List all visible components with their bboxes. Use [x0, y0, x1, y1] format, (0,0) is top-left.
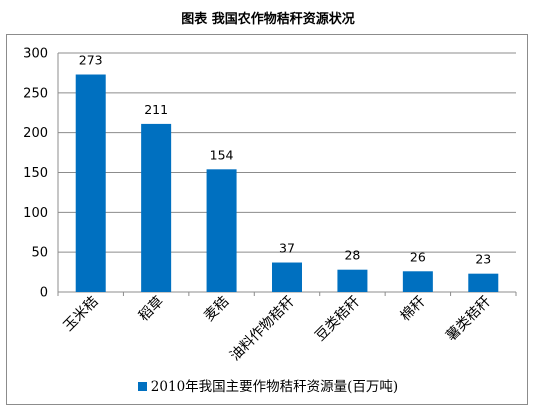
legend-label: 2010年我国主要作物秸秆资源量(百万吨) — [150, 379, 399, 395]
x-category-label: 油料作物秸秆 — [227, 294, 298, 365]
bar — [206, 169, 237, 292]
y-tick-label: 250 — [23, 86, 48, 101]
bar — [141, 123, 172, 292]
y-tick-label: 150 — [23, 166, 48, 181]
data-label: 211 — [144, 102, 168, 117]
y-tick-label: 100 — [23, 206, 48, 221]
y-tick-label: 50 — [31, 246, 48, 261]
bar — [75, 74, 106, 292]
figure-caption: 图表 我国农作物秸秆资源状况 — [181, 12, 355, 27]
x-category-label: 薯类秸秆 — [443, 294, 494, 345]
x-category-label: 麦秸 — [201, 294, 232, 325]
data-labels: 273 211 154 37 28 26 23 — [79, 53, 491, 267]
y-axis-ticks: 0 50 100 150 200 250 300 — [23, 47, 48, 301]
bar — [402, 271, 433, 292]
bar — [272, 262, 302, 292]
data-label: 26 — [410, 249, 426, 264]
y-tick-label: 0 — [40, 286, 48, 301]
bars — [75, 74, 499, 292]
data-label: 28 — [344, 248, 360, 263]
x-category-label: 豆类秸秆 — [312, 294, 363, 345]
x-category-label: 棉秆 — [397, 293, 429, 325]
legend-swatch — [137, 382, 147, 391]
x-category-label: 玉米秸 — [61, 294, 102, 335]
y-tick-label: 200 — [23, 126, 48, 141]
data-label: 37 — [279, 241, 295, 256]
y-tick-label: 300 — [23, 47, 48, 62]
data-label: 273 — [79, 53, 103, 68]
bar — [337, 269, 368, 292]
legend: 2010年我国主要作物秸秆资源量(百万吨) — [0, 375, 536, 395]
gridlines — [57, 52, 517, 296]
bar — [468, 273, 499, 292]
data-label: 154 — [210, 147, 234, 162]
data-label: 23 — [475, 252, 491, 267]
x-category-label: 稻草 — [136, 294, 167, 325]
